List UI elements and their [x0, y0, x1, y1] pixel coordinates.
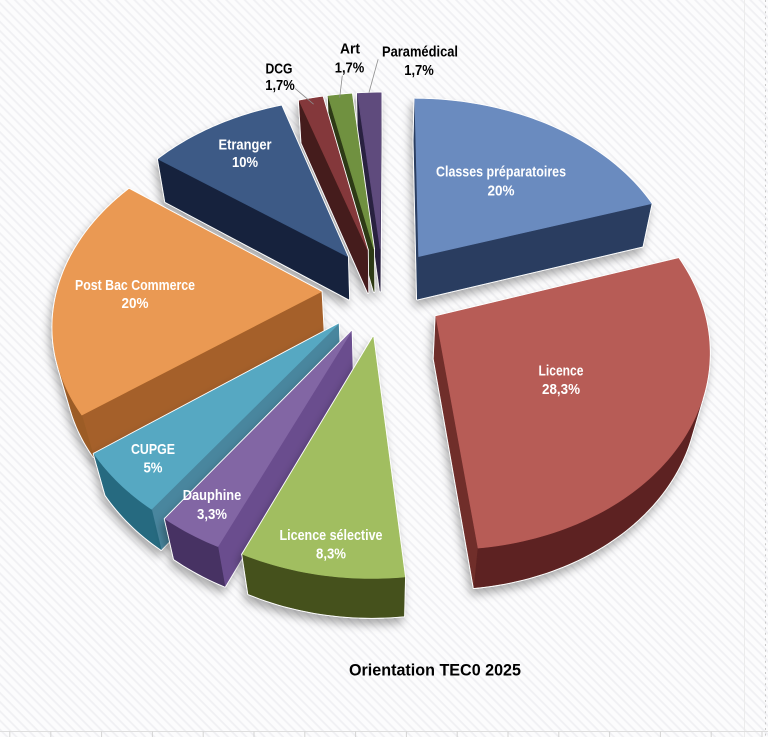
svg-text:8,3%: 8,3%	[316, 546, 346, 563]
svg-text:Art: Art	[340, 41, 360, 58]
svg-text:Etranger: Etranger	[219, 137, 272, 154]
svg-text:3,3%: 3,3%	[197, 506, 227, 523]
svg-text:Licence sélective: Licence sélective	[280, 527, 383, 544]
svg-text:1,7%: 1,7%	[265, 77, 295, 94]
svg-text:20%: 20%	[122, 295, 149, 312]
svg-text:1,7%: 1,7%	[335, 60, 365, 77]
svg-text:Licence: Licence	[539, 363, 584, 380]
svg-text:5%: 5%	[144, 460, 163, 477]
svg-text:Orientation TEC0 2025: Orientation TEC0 2025	[349, 662, 521, 680]
svg-text:DCG: DCG	[266, 61, 293, 78]
svg-text:Paramédical: Paramédical	[382, 44, 458, 61]
svg-text:Dauphine: Dauphine	[183, 487, 242, 504]
svg-text:CUPGE: CUPGE	[131, 441, 175, 458]
svg-text:28,3%: 28,3%	[542, 381, 580, 398]
svg-text:10%: 10%	[232, 154, 258, 171]
svg-text:20%: 20%	[488, 183, 515, 200]
svg-text:Post Bac Commerce: Post Bac Commerce	[75, 277, 195, 294]
svg-text:Classes préparatoires: Classes préparatoires	[436, 164, 566, 181]
svg-text:1,7%: 1,7%	[404, 62, 434, 79]
